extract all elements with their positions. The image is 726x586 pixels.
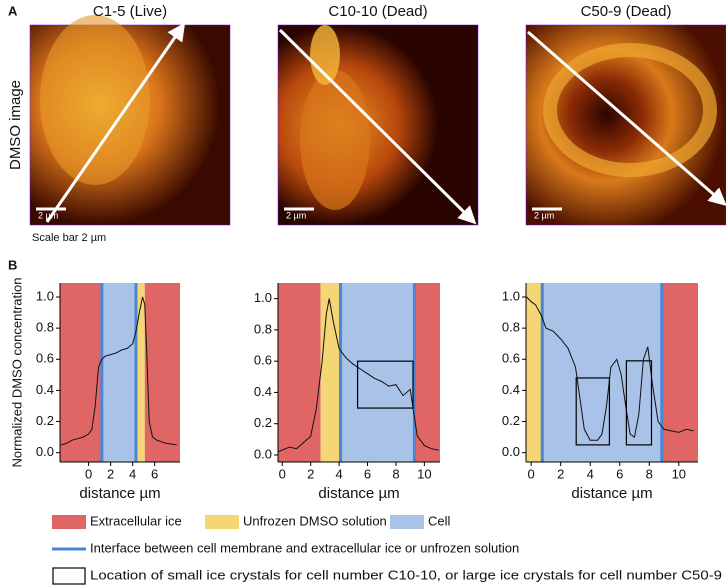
x-tick-label: 10 — [417, 466, 431, 481]
arrow — [45, 22, 186, 223]
y-tick-label: 0.0 — [502, 444, 520, 459]
image-title: C1-5 (Live) — [93, 3, 167, 20]
panel-label: B — [8, 257, 17, 272]
ice-box — [625, 360, 653, 446]
x-tick-label: 6 — [151, 466, 158, 481]
y-tick-label: 0.4 — [36, 382, 54, 397]
x-tick-label: 8 — [392, 466, 399, 481]
x-tick-label: 0 — [85, 466, 92, 481]
x-tick-label: 10 — [672, 466, 686, 481]
legend-label: Unfrozen DMSO solution — [243, 513, 387, 528]
region — [414, 283, 440, 462]
panel-a: A DMSO image C1-5 (Live) C10-10 (Dead) C… — [7, 3, 726, 244]
x-axis-label: distance µm — [571, 485, 652, 502]
y-tick-label: 0.0 — [36, 444, 54, 459]
region — [340, 283, 415, 462]
scale-label: 2 µm — [286, 210, 306, 220]
region — [661, 283, 698, 462]
scale-note: Scale bar 2 µm — [32, 232, 106, 244]
y-tick-label: 0.2 — [502, 413, 520, 428]
arrow — [278, 28, 477, 225]
y-tick-label: 1.0 — [254, 290, 272, 305]
y-tick-label: 0.8 — [254, 321, 272, 336]
legend-label: Cell — [428, 513, 451, 528]
cell-blob — [310, 25, 340, 85]
y-tick-label: 0.6 — [36, 351, 54, 366]
legend-swatch — [205, 515, 239, 529]
region — [526, 283, 543, 462]
region — [320, 283, 341, 462]
ice-box — [356, 360, 414, 409]
y-tick-label: 0.6 — [502, 351, 520, 366]
region — [278, 283, 321, 462]
x-tick-label: 0 — [528, 466, 535, 481]
region — [144, 283, 180, 462]
y-tick-label: 0.2 — [254, 415, 272, 430]
cell-blob — [40, 15, 150, 185]
x-tick-label: 6 — [364, 466, 371, 481]
arrow — [527, 30, 726, 206]
legend: Extracellular ice Unfrozen DMSO solution C… — [52, 513, 722, 585]
x-tick-label: 0 — [279, 466, 286, 481]
ice-box — [575, 377, 611, 446]
panel-label: A — [8, 3, 18, 18]
data-line — [60, 296, 177, 446]
legend-label: Extracellular ice — [90, 513, 182, 528]
cell-blob — [300, 70, 370, 210]
x-tick-label: 8 — [646, 466, 653, 481]
x-tick-label: 4 — [129, 466, 136, 481]
legend-label: Interface between cell membrane and extr… — [90, 540, 519, 555]
x-tick-label: 2 — [107, 466, 114, 481]
region — [135, 283, 145, 462]
y-tick-label: 0.6 — [254, 353, 272, 368]
y-tick-label: 0.8 — [502, 320, 520, 335]
x-axis-label: distance µm — [79, 485, 160, 502]
region — [542, 283, 662, 462]
x-tick-label: 2 — [307, 466, 314, 481]
x-tick-label: 4 — [587, 466, 594, 481]
x-axis-label: distance µm — [318, 485, 399, 502]
y-tick-label: 0.4 — [502, 382, 520, 397]
legend-swatch — [390, 515, 424, 529]
scale-label: 2 µm — [38, 210, 58, 220]
y-tick-label: 0.4 — [254, 384, 272, 399]
legend-swatch — [52, 515, 86, 529]
row-label: DMSO image — [7, 80, 24, 170]
image-title: C50-9 (Dead) — [581, 3, 672, 20]
x-tick-label: 2 — [557, 466, 564, 481]
cell-blob — [543, 43, 717, 177]
legend-label: Location of small ice crystals for cell … — [90, 567, 722, 582]
scale-label: 2 µm — [534, 210, 554, 220]
region — [60, 283, 102, 462]
data-line — [526, 296, 694, 441]
x-tick-label: 6 — [616, 466, 623, 481]
y-tick-label: 1.0 — [36, 288, 54, 303]
y-tick-label: 0.0 — [254, 446, 272, 461]
legend-box — [52, 567, 86, 585]
x-tick-label: 4 — [335, 466, 342, 481]
y-axis-label: Normalized DMSO concentration — [9, 277, 24, 467]
image-title: C10-10 (Dead) — [328, 3, 427, 20]
y-tick-label: 1.0 — [502, 288, 520, 303]
y-tick-label: 0.8 — [36, 320, 54, 335]
region — [101, 283, 136, 462]
y-tick-label: 0.2 — [36, 413, 54, 428]
